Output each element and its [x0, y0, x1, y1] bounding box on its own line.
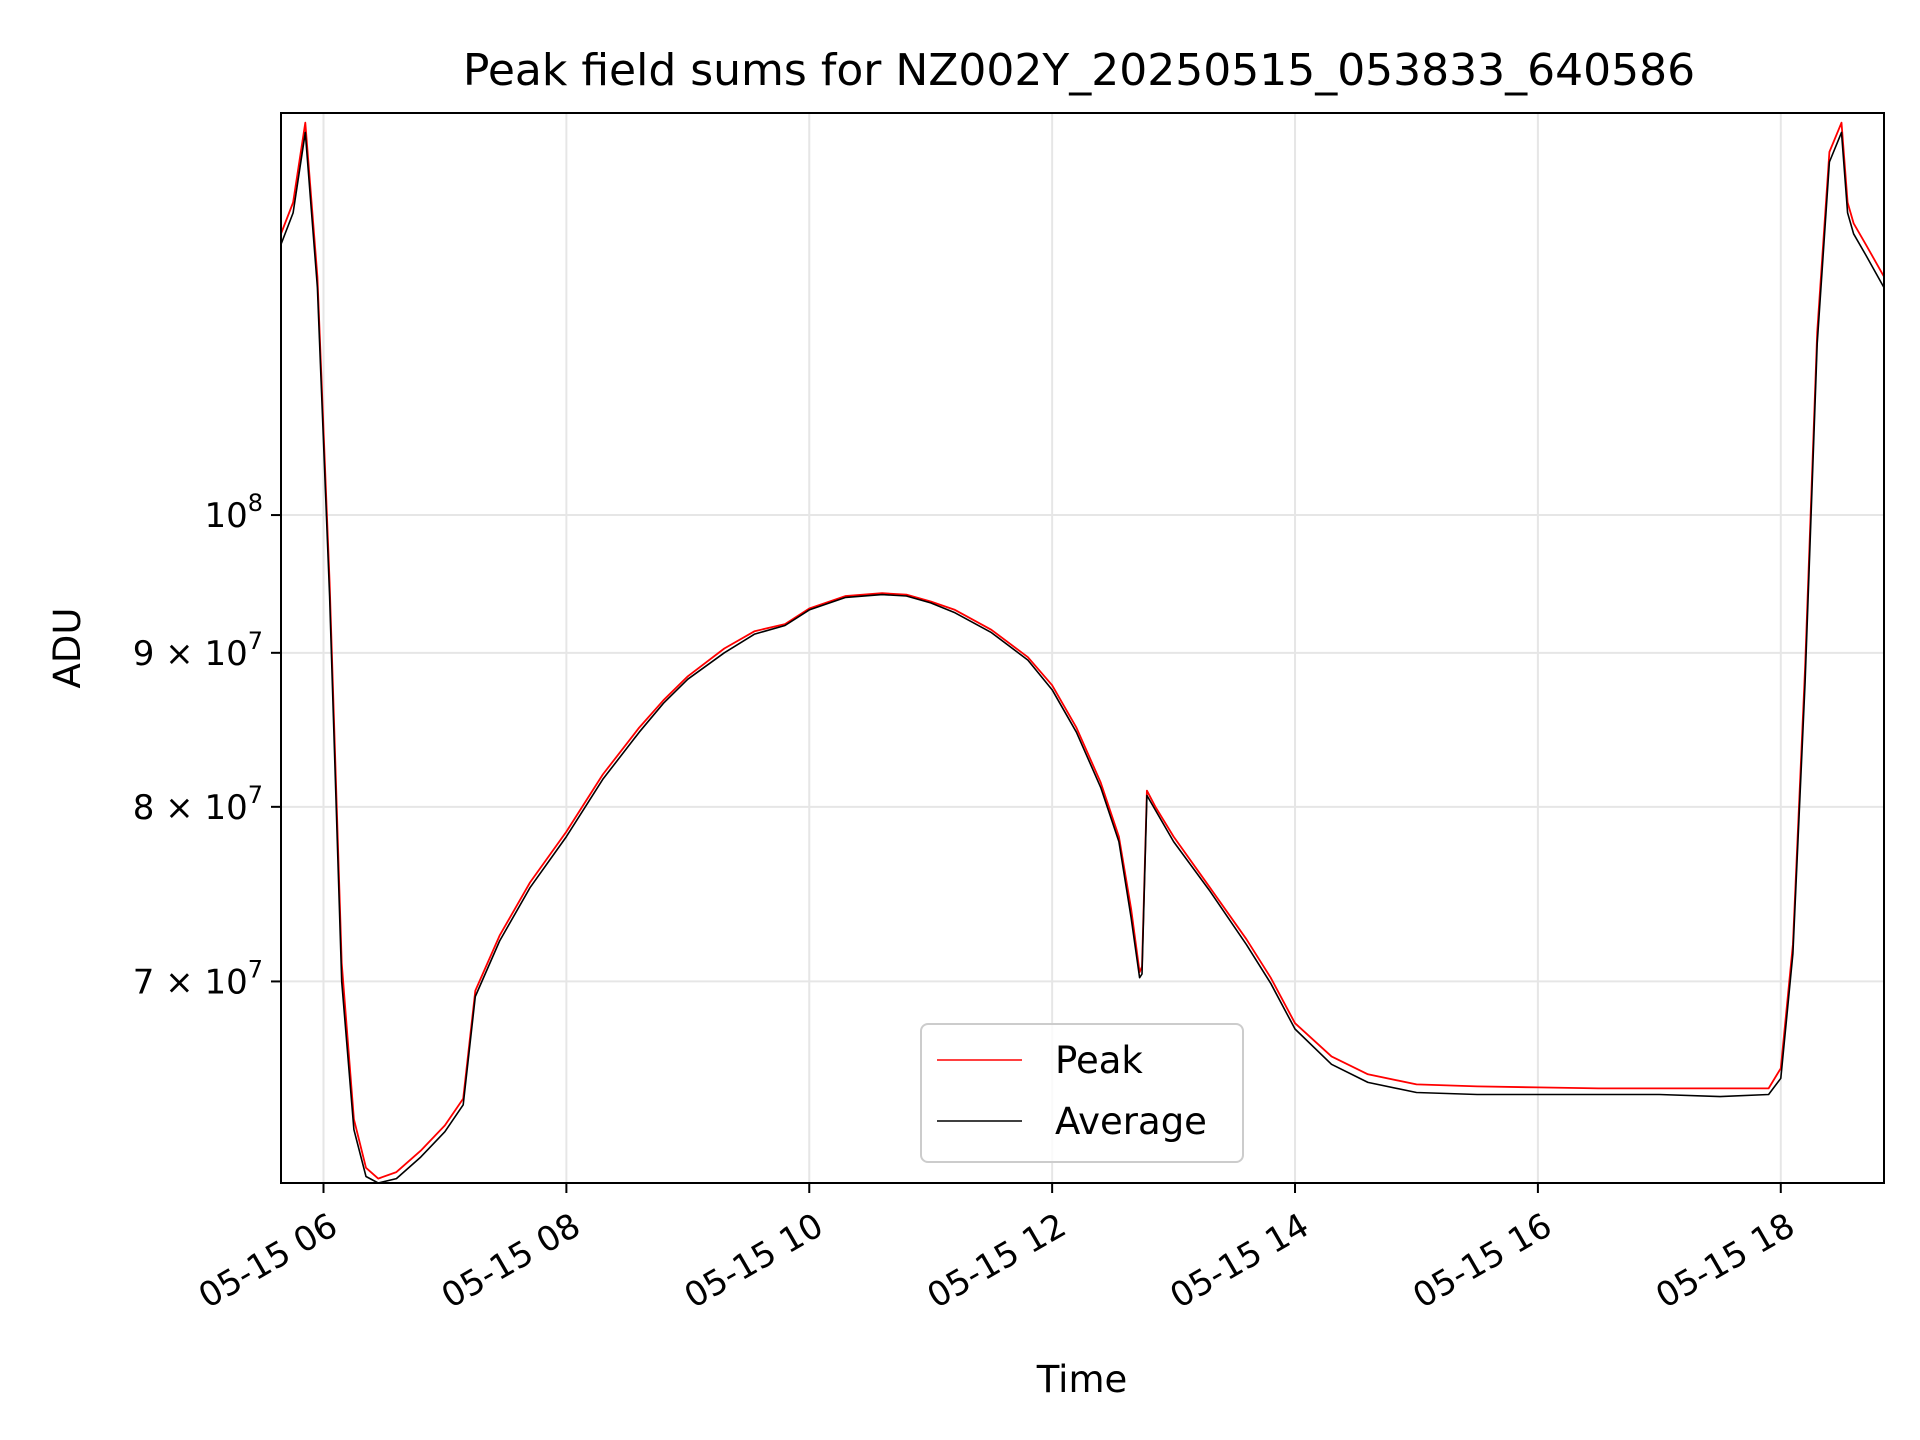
y-tick-label: 108: [204, 489, 263, 536]
y-tick-label: 9 × 107: [133, 627, 263, 674]
y-tick-label: 8 × 107: [133, 781, 263, 828]
legend: Peak Average: [920, 1023, 1244, 1163]
y-tick-label: 7 × 107: [133, 955, 263, 1002]
chart-title: Peak field sums for NZ002Y_20250515_0538…: [463, 45, 1695, 96]
series-layer: [281, 121, 1884, 1183]
y-axis-label: ADU: [46, 608, 89, 689]
y-axis-ticks: 108 9 × 107 8 × 107 7 × 107: [133, 489, 281, 1002]
legend-label-peak: Peak: [1055, 1039, 1143, 1082]
series-line-peak: [281, 121, 1884, 1180]
series-line-average: [281, 131, 1884, 1183]
legend-box: [920, 1023, 1244, 1163]
x-axis-label: Time: [1036, 1358, 1128, 1401]
grid-lines: [281, 113, 1884, 1183]
legend-label-average: Average: [1055, 1100, 1207, 1143]
plot-frame: [280, 112, 1885, 1184]
